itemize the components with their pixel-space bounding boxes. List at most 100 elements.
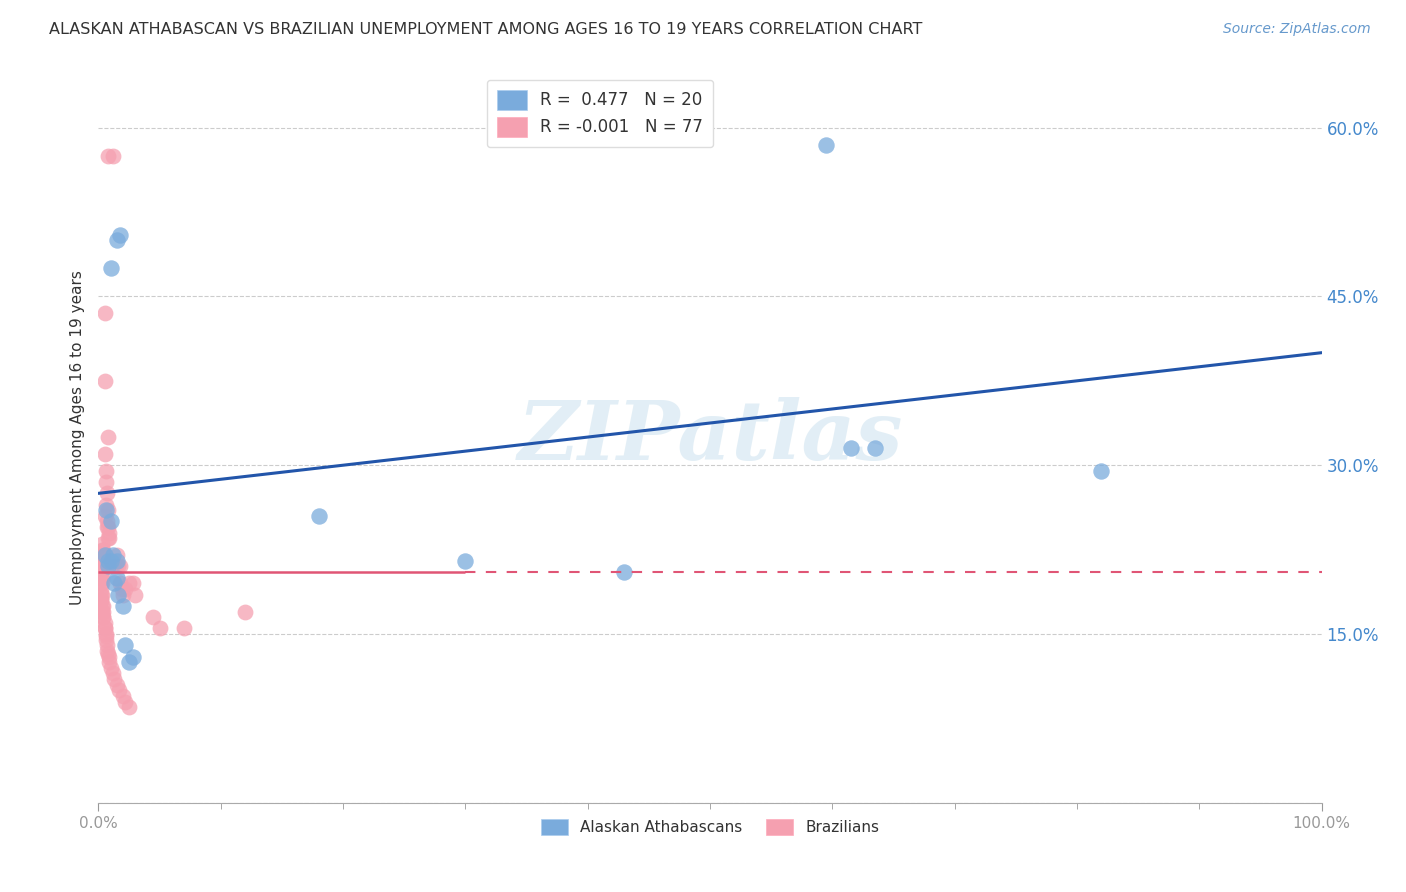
Point — [110, 576, 132, 591]
Point — [101, 559, 124, 574]
Point — [90, 559, 112, 574]
Point — [90, 588, 112, 602]
Point — [105, 233, 128, 247]
Point — [93, 374, 115, 388]
Point — [100, 554, 122, 568]
Point — [91, 588, 114, 602]
Point — [93, 508, 115, 523]
Legend: Alaskan Athabascans, Brazilians: Alaskan Athabascans, Brazilians — [533, 812, 887, 843]
Point — [97, 554, 120, 568]
Point — [93, 548, 115, 562]
Point — [97, 430, 120, 444]
Point — [91, 599, 114, 613]
Point — [96, 515, 118, 529]
Point — [91, 548, 114, 562]
Point — [93, 615, 115, 630]
Point — [101, 149, 124, 163]
Point — [90, 576, 112, 591]
Point — [142, 610, 165, 624]
Point — [103, 672, 125, 686]
Point — [114, 638, 136, 652]
Point — [839, 442, 862, 456]
Point — [97, 520, 120, 534]
Point — [91, 537, 114, 551]
Point — [815, 137, 838, 152]
Point — [454, 554, 477, 568]
Point — [91, 605, 114, 619]
Point — [94, 498, 117, 512]
Point — [93, 621, 115, 635]
Point — [91, 610, 114, 624]
Point — [173, 621, 195, 635]
Text: ZIPatlas: ZIPatlas — [517, 397, 903, 477]
Point — [96, 486, 118, 500]
Point — [100, 515, 122, 529]
Point — [100, 661, 122, 675]
Point — [863, 442, 886, 456]
Point — [91, 571, 114, 585]
Point — [97, 503, 120, 517]
Point — [111, 588, 134, 602]
Point — [97, 532, 120, 546]
Point — [90, 582, 112, 596]
Point — [90, 565, 112, 579]
Point — [118, 576, 141, 591]
Point — [105, 548, 128, 562]
Point — [94, 464, 117, 478]
Point — [91, 554, 114, 568]
Point — [105, 554, 128, 568]
Point — [93, 621, 115, 635]
Point — [105, 678, 128, 692]
Point — [308, 508, 330, 523]
Point — [91, 610, 114, 624]
Point — [114, 582, 136, 596]
Point — [94, 503, 117, 517]
Point — [107, 588, 129, 602]
Point — [98, 649, 121, 664]
Point — [107, 559, 129, 574]
Point — [118, 700, 141, 714]
Point — [98, 655, 121, 669]
Point — [118, 655, 141, 669]
Point — [94, 475, 117, 489]
Point — [91, 554, 114, 568]
Point — [149, 621, 172, 635]
Point — [111, 582, 134, 596]
Point — [111, 689, 134, 703]
Point — [97, 647, 120, 661]
Point — [91, 576, 114, 591]
Point — [90, 593, 112, 607]
Point — [108, 683, 131, 698]
Point — [101, 548, 124, 562]
Text: Source: ZipAtlas.com: Source: ZipAtlas.com — [1223, 22, 1371, 37]
Point — [100, 261, 122, 276]
Point — [91, 599, 114, 613]
Point — [110, 227, 132, 242]
Point — [124, 588, 146, 602]
Point — [98, 532, 121, 546]
Point — [97, 149, 120, 163]
Point — [98, 525, 121, 540]
Point — [613, 565, 636, 579]
Text: ALASKAN ATHABASCAN VS BRAZILIAN UNEMPLOYMENT AMONG AGES 16 TO 19 YEARS CORRELATI: ALASKAN ATHABASCAN VS BRAZILIAN UNEMPLOY… — [49, 22, 922, 37]
Point — [111, 599, 134, 613]
Point — [91, 542, 114, 557]
Point — [121, 649, 143, 664]
Point — [90, 571, 112, 585]
Point — [121, 576, 143, 591]
Point — [91, 565, 114, 579]
Point — [110, 559, 132, 574]
Point — [103, 576, 125, 591]
Point — [94, 629, 117, 643]
Point — [104, 559, 127, 574]
Point — [91, 542, 114, 557]
Point — [91, 605, 114, 619]
Point — [94, 627, 117, 641]
Point — [94, 632, 117, 647]
Y-axis label: Unemployment Among Ages 16 to 19 years: Unemployment Among Ages 16 to 19 years — [70, 269, 86, 605]
Point — [233, 605, 256, 619]
Point — [114, 694, 136, 708]
Point — [101, 666, 124, 681]
Point — [105, 571, 128, 585]
Point — [97, 559, 120, 574]
